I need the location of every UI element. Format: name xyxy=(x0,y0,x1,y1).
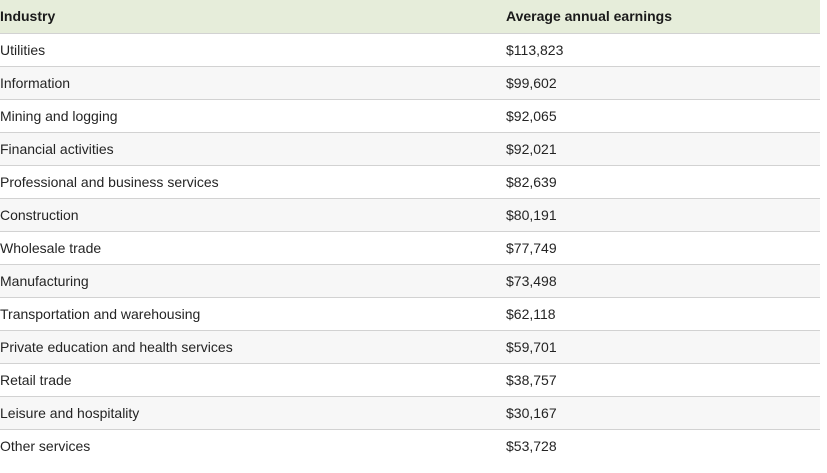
industry-cell: Utilities xyxy=(0,41,46,58)
earnings-cell: $38,757 xyxy=(506,362,820,396)
table-row: Information $99,602 xyxy=(0,65,820,99)
column-header-industry: Industry xyxy=(0,0,506,34)
earnings-cell: $62,118 xyxy=(506,296,820,330)
table-row: Other services $53,728 xyxy=(0,428,820,462)
industry-cell: Transportation and warehousing xyxy=(0,296,506,330)
table-row: Utilities $113,823 xyxy=(0,33,820,66)
industry-cell: Financial activities xyxy=(0,131,506,165)
industry-cell: Construction xyxy=(0,197,506,231)
table-row: Financial activities $92,021 xyxy=(0,131,820,165)
table-row: Transportation and warehousing $62,118 xyxy=(0,296,820,330)
earnings-cell: $73,498 xyxy=(506,263,820,297)
earnings-cell: $77,749 xyxy=(506,230,820,264)
earnings-cell: $92,065 xyxy=(506,98,820,132)
header-row: Industry Average annual earnings xyxy=(0,0,820,34)
earnings-table: Industry Average annual earnings Utiliti… xyxy=(0,0,820,462)
earnings-cell: $99,602 xyxy=(506,65,820,99)
industry-cell: Professional and business services xyxy=(0,164,506,198)
industry-cell: Retail trade xyxy=(0,362,506,396)
industry-cell: Mining and logging xyxy=(0,98,506,132)
industry-cell: Manufacturing xyxy=(0,263,506,297)
earnings-cell: $30,167 xyxy=(506,395,820,429)
industry-cell: Information xyxy=(0,65,506,99)
earnings-cell: $53,728 xyxy=(506,428,820,462)
industry-cell: Leisure and hospitality xyxy=(0,395,506,429)
table-row: Professional and business services $82,63… xyxy=(0,164,820,198)
table-body: Utilities $113,823 Information $99,602 Minin… xyxy=(0,33,820,462)
table-row: Mining and logging $92,065 xyxy=(0,98,820,132)
table-row: Manufacturing $73,498 xyxy=(0,263,820,297)
table-row: Construction $80,191 xyxy=(0,197,820,231)
table-row: Leisure and hospitality $30,167 xyxy=(0,395,820,429)
earnings-cell: $113,823 xyxy=(506,41,564,58)
industry-cell: Private education and health services xyxy=(0,329,506,363)
earnings-cell: $80,191 xyxy=(506,197,820,231)
table-row: Wholesale trade $77,749 xyxy=(0,230,820,264)
table-row: Retail trade $38,757 xyxy=(0,362,820,396)
industry-cell: Wholesale trade xyxy=(0,230,506,264)
earnings-cell: $59,701 xyxy=(506,329,820,363)
earnings-cell: $82,639 xyxy=(506,164,820,198)
earnings-cell: $92,021 xyxy=(506,131,820,165)
column-header-earnings: Average annual earnings xyxy=(506,0,820,34)
table-row: Private education and health services $59… xyxy=(0,329,820,363)
industry-cell: Other services xyxy=(0,428,506,462)
